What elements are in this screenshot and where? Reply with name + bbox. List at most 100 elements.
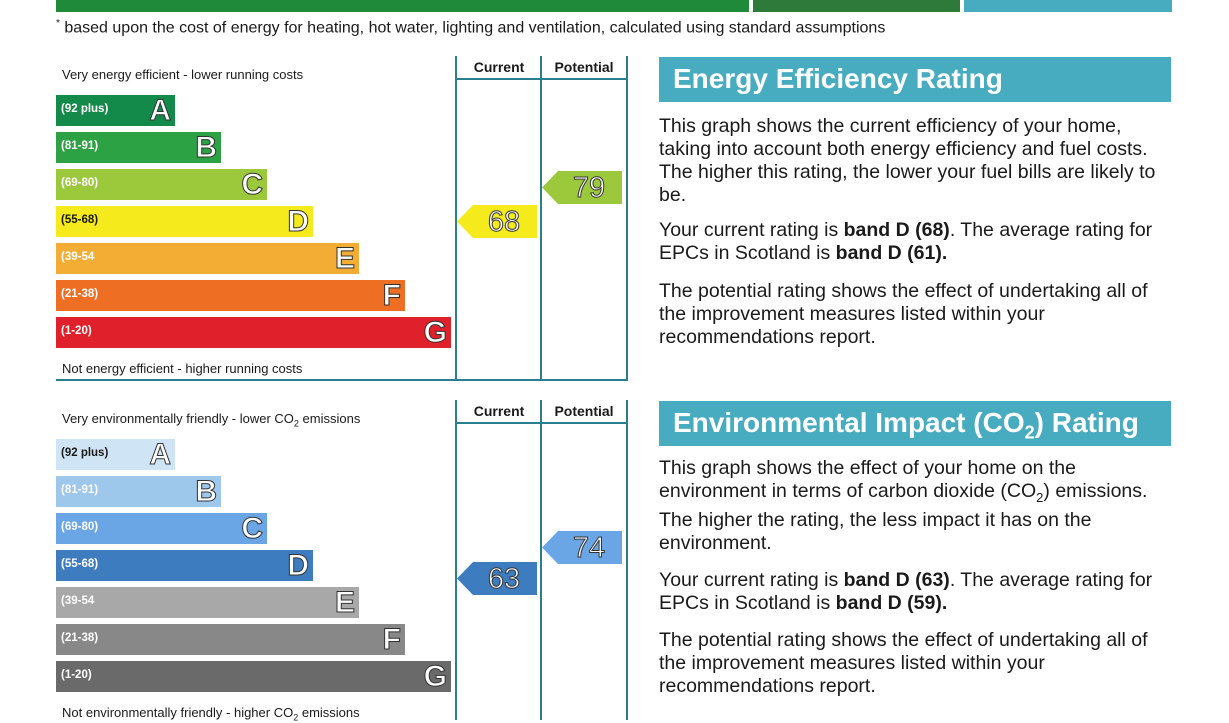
current-column-header: Current bbox=[473, 59, 525, 75]
top-bar-dark-green bbox=[753, 0, 960, 12]
band-letter: D bbox=[287, 205, 310, 239]
band-range-label: (39-54 bbox=[61, 251, 95, 263]
band-letter: B bbox=[195, 131, 218, 165]
panel-paragraph: Your current rating is band D (63). The … bbox=[659, 569, 1171, 615]
paragraph-text: ) emissions. The higher the rating, the … bbox=[659, 480, 1148, 554]
band-range-label: (92 plus) bbox=[61, 103, 109, 115]
panel-paragraph: The potential rating shows the effect of… bbox=[659, 628, 1148, 697]
energy-efficiency-chart: Very energy efficient - lower running co… bbox=[56, 56, 628, 381]
grid-line bbox=[540, 56, 542, 381]
band-a: (92 plus) A bbox=[56, 438, 175, 472]
panel-title-text: Environmental Impact (CO bbox=[673, 407, 1025, 438]
potential-column-header: Potential bbox=[554, 59, 614, 75]
panel-title: Energy Efficiency Rating bbox=[659, 57, 1171, 102]
band-g: (1-20) G bbox=[56, 660, 451, 694]
potential-rating-arrow bbox=[542, 171, 622, 205]
current-rating-value: 63 bbox=[487, 563, 521, 596]
panel-paragraph: This graph shows the effect of your home… bbox=[659, 457, 1171, 555]
rating-text: Your current rating is bbox=[659, 568, 844, 591]
chart-bottom-label-text: Not environmentally friendly - higher CO bbox=[62, 705, 294, 720]
environmental-impact-panel: Environmental Impact (CO2) Rating This g… bbox=[659, 401, 1171, 698]
band-range-label: (69-80) bbox=[61, 177, 99, 189]
band-range-label: (21-38) bbox=[61, 288, 99, 300]
band-letter: B bbox=[195, 475, 218, 509]
grid-line bbox=[56, 379, 628, 381]
rating-text: . The average rating for EPCs in Scotlan… bbox=[659, 219, 1153, 264]
potential-rating-arrow-shape bbox=[542, 530, 622, 564]
footnote-text: based upon the cost of energy for heatin… bbox=[59, 19, 886, 37]
band-d: (55-68) D bbox=[56, 549, 313, 583]
current-rating-arrow-shape bbox=[457, 205, 537, 238]
potential-rating-arrow-shape bbox=[542, 171, 622, 205]
band-letter: A bbox=[149, 438, 172, 472]
current-band-text: band D (63) bbox=[843, 568, 950, 591]
chart-top-label: Very environmentally friendly - lower CO… bbox=[62, 411, 360, 429]
band-g: (1-20) G bbox=[56, 316, 451, 350]
band-a: (92 plus) A bbox=[56, 94, 175, 128]
band-letter: E bbox=[334, 242, 355, 276]
band-letter: C bbox=[241, 512, 264, 546]
paragraph-text: This graph shows the effect of your home… bbox=[659, 457, 1076, 502]
current-rating-marker: 68 bbox=[457, 205, 537, 239]
potential-rating-marker: 74 bbox=[542, 530, 622, 564]
energy-efficiency-panel: Energy Efficiency Rating This graph show… bbox=[659, 57, 1171, 349]
chart-bottom-label-end: emissions bbox=[298, 705, 360, 720]
grid-line bbox=[455, 400, 457, 720]
current-rating-marker: 63 bbox=[457, 562, 537, 596]
band-d: (55-68) D bbox=[56, 205, 313, 239]
current-column-header: Current bbox=[473, 403, 525, 419]
panel-paragraph: This graph shows the current efficiency … bbox=[659, 115, 1156, 206]
chart-bottom-label-sub: 2 bbox=[293, 712, 299, 723]
grid-line bbox=[540, 400, 542, 720]
band-range-label: (92 plus) bbox=[61, 447, 109, 459]
grid-line bbox=[455, 422, 628, 424]
average-band-text: band D (59). bbox=[835, 591, 948, 614]
band-c: (69-80) C bbox=[56, 168, 267, 202]
potential-rating-marker: 79 bbox=[542, 171, 622, 205]
potential-rating-value: 74 bbox=[572, 531, 606, 564]
chart-top-label: Very energy efficient - lower running co… bbox=[62, 67, 304, 82]
panel-paragraph: The potential rating shows the effect of… bbox=[659, 280, 1148, 348]
current-rating-value: 68 bbox=[487, 206, 521, 239]
band-range-label: (55-68) bbox=[61, 558, 99, 570]
band-b: (81-91) B bbox=[56, 475, 221, 509]
current-rating-arrow-shape bbox=[457, 562, 537, 596]
band-range-label: (1-20) bbox=[61, 669, 92, 681]
rating-text: . The average rating for EPCs in Scotlan… bbox=[659, 568, 1153, 614]
chart-top-label-sub: 2 bbox=[293, 418, 299, 429]
panel-title-end: ) Rating bbox=[1034, 407, 1139, 438]
current-band-text: band D (68) bbox=[843, 219, 950, 241]
top-bar-teal bbox=[964, 0, 1172, 12]
band-range-label: (81-91) bbox=[61, 140, 99, 152]
panel-paragraph: Your current rating is band D (68). The … bbox=[659, 219, 1171, 265]
paragraph-sub: 2 bbox=[1036, 489, 1044, 505]
band-letter: C bbox=[241, 168, 264, 202]
band-range-label: (81-91) bbox=[61, 484, 99, 496]
chart-bottom-label: Not environmentally friendly - higher CO… bbox=[62, 705, 360, 723]
potential-rating-arrow bbox=[542, 530, 622, 564]
grid-line bbox=[455, 56, 457, 381]
band-range-label: (21-38) bbox=[61, 632, 99, 644]
grid-line bbox=[626, 56, 628, 381]
potential-column-header: Potential bbox=[554, 403, 614, 419]
band-e: (39-54 E bbox=[56, 586, 359, 620]
chart-bottom-label: Not energy efficient - higher running co… bbox=[62, 361, 303, 376]
band-range-label: (1-20) bbox=[61, 325, 92, 337]
top-bar-green bbox=[56, 0, 749, 12]
band-letter: E bbox=[334, 586, 355, 620]
band-range-label: (39-54 bbox=[61, 595, 95, 607]
grid-line bbox=[626, 400, 628, 720]
current-rating-arrow bbox=[457, 562, 537, 596]
band-f: (21-38) F bbox=[56, 623, 405, 657]
panel-title: Environmental Impact (CO2) Rating bbox=[659, 401, 1171, 446]
panel-title-sub: 2 bbox=[1024, 422, 1035, 443]
band-c: (69-80) C bbox=[56, 512, 267, 546]
current-rating-arrow bbox=[457, 205, 537, 238]
band-letter: F bbox=[382, 623, 401, 657]
band-letter: G bbox=[423, 660, 447, 694]
band-e: (39-54 E bbox=[56, 242, 359, 276]
chart-top-label-end: emissions bbox=[298, 411, 361, 426]
chart-top-label-text: Very environmentally friendly - lower CO bbox=[62, 411, 294, 426]
footnote: * based upon the cost of energy for heat… bbox=[56, 18, 885, 37]
band-letter: A bbox=[149, 94, 172, 128]
